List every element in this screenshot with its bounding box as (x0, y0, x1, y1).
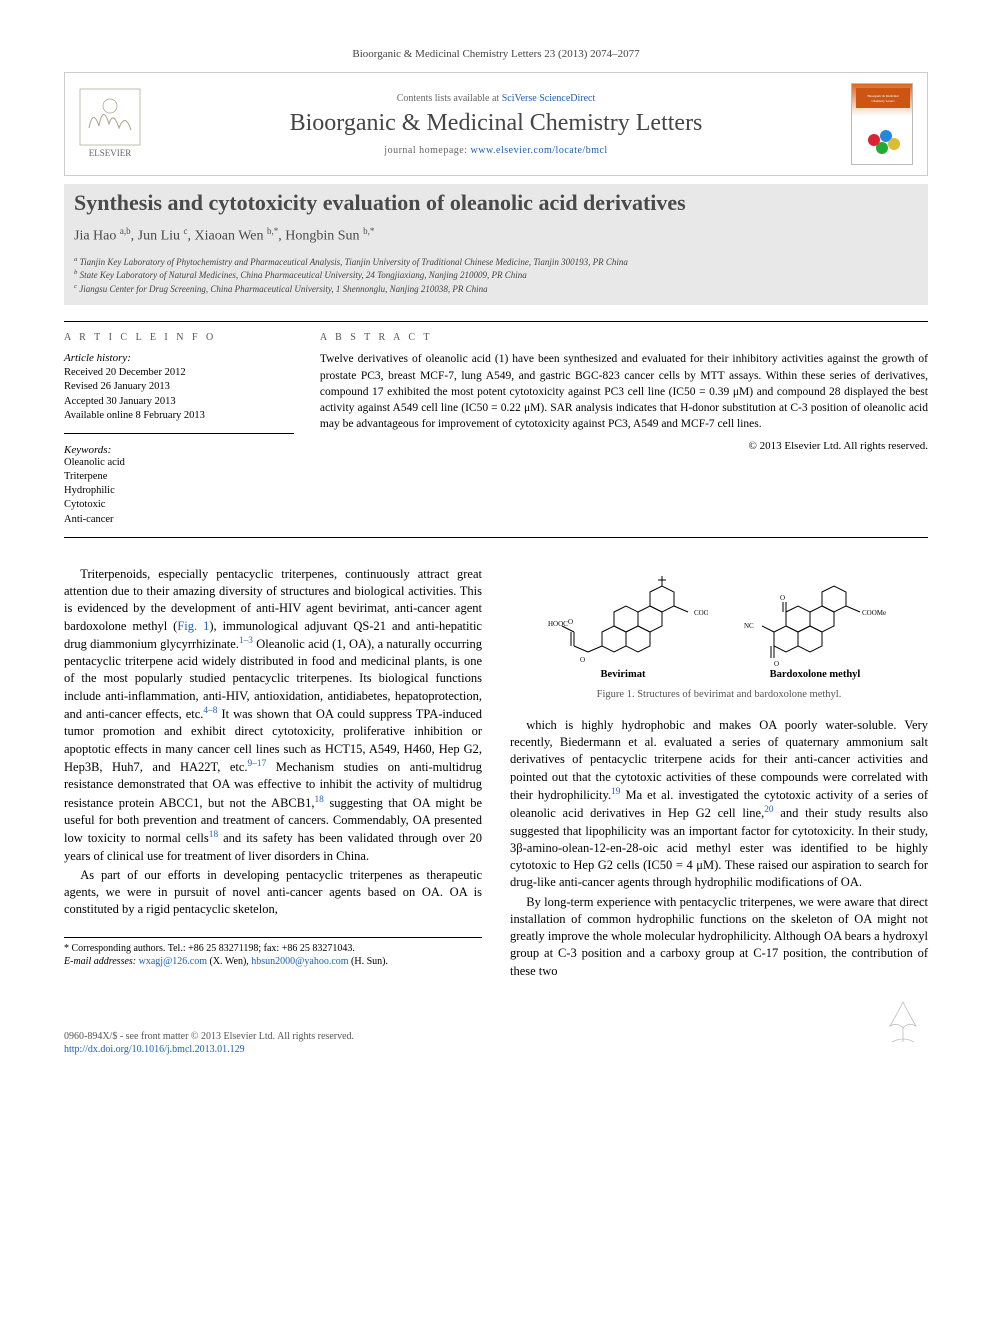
elsevier-tree-icon (878, 996, 928, 1057)
body-column-left: Triterpenoids, especially pentacyclic tr… (64, 566, 482, 982)
journal-homepage-line: journal homepage: www.elsevier.com/locat… (141, 145, 851, 156)
ref-link[interactable]: 4–8 (203, 706, 217, 716)
journal-homepage-link[interactable]: www.elsevier.com/locate/bmcl (471, 145, 608, 156)
chem-label-bevirimat: Bevirimat (538, 668, 708, 682)
email-link[interactable]: hbsun2000@yahoo.com (251, 956, 348, 967)
body-paragraph: Triterpenoids, especially pentacyclic tr… (64, 566, 482, 865)
email-line: E-mail addresses: wxagj@126.com (X. Wen)… (64, 955, 482, 969)
abstract-text: Twelve derivatives of oleanolic acid (1)… (320, 351, 928, 431)
svg-text:COOH: COOH (694, 609, 708, 617)
issn-line: 0960-894X/$ - see front matter © 2013 El… (64, 1030, 354, 1044)
chem-structure-bardoxolone: NC O O COOMe Bardoxolone methyl (730, 566, 900, 682)
contents-available-line: Contents lists available at SciVerse Sci… (141, 93, 851, 104)
chem-label-bardoxolone: Bardoxolone methyl (730, 668, 900, 682)
title-band: Synthesis and cytotoxicity evaluation of… (64, 184, 928, 305)
email-link[interactable]: wxagj@126.com (139, 956, 207, 967)
affiliation-line: c Jiangsu Center for Drug Screening, Chi… (74, 282, 918, 296)
affiliations: a Tianjin Key Laboratory of Phytochemist… (74, 255, 918, 296)
footnotes: * Corresponding authors. Tel.: +86 25 83… (64, 937, 482, 969)
history-line: Received 20 December 2012 (64, 366, 294, 380)
body-columns: Triterpenoids, especially pentacyclic tr… (64, 566, 928, 982)
svg-text:O: O (568, 618, 573, 626)
bottom-block: 0960-894X/$ - see front matter © 2013 El… (64, 996, 928, 1057)
svg-text:O: O (774, 660, 779, 666)
homepage-prefix: journal homepage: (384, 145, 470, 156)
svg-text:Bioorganic & Medicinal: Bioorganic & Medicinal (867, 94, 898, 98)
ref-link[interactable]: 18 (314, 795, 323, 805)
chem-structure-bevirimat: COOH HOOC O O Bevirimat (538, 566, 708, 682)
svg-text:O: O (780, 594, 785, 602)
keyword-item: Anti-cancer (64, 513, 294, 527)
ref-link[interactable]: 20 (764, 805, 773, 815)
svg-text:Chemistry Letters: Chemistry Letters (872, 99, 896, 103)
keyword-item: Cytotoxic (64, 498, 294, 512)
journal-reference: Bioorganic & Medicinal Chemistry Letters… (64, 48, 928, 60)
history-line: Available online 8 February 2013 (64, 409, 294, 423)
svg-text:O: O (580, 656, 585, 664)
keyword-item: Triterpene (64, 470, 294, 484)
abstract-copyright: © 2013 Elsevier Ltd. All rights reserved… (320, 440, 928, 452)
svg-text:COOMe: COOMe (862, 609, 886, 617)
abstract-column: A B S T R A C T Twelve derivatives of ol… (306, 322, 928, 536)
body-paragraph: which is highly hydrophobic and makes OA… (510, 717, 928, 892)
ref-link[interactable]: 1–3 (239, 636, 253, 646)
sciencedirect-link[interactable]: SciVerse ScienceDirect (502, 93, 596, 104)
figure-link[interactable]: Fig. 1 (177, 619, 209, 633)
doi-link[interactable]: http://dx.doi.org/10.1016/j.bmcl.2013.01… (64, 1044, 245, 1055)
svg-text:NC: NC (744, 622, 754, 630)
contents-prefix: Contents lists available at (397, 93, 502, 104)
corresponding-author-note: * Corresponding authors. Tel.: +86 25 83… (64, 942, 482, 956)
doi-line: http://dx.doi.org/10.1016/j.bmcl.2013.01… (64, 1043, 354, 1057)
ref-link[interactable]: 9–17 (248, 759, 267, 769)
elsevier-logo: ELSEVIER (79, 88, 141, 160)
body-paragraph: As part of our efforts in developing pen… (64, 867, 482, 919)
keyword-item: Hydrophilic (64, 484, 294, 498)
body-paragraph: By long-term experience with pentacyclic… (510, 894, 928, 980)
article-info-column: A R T I C L E I N F O Article history: R… (64, 322, 306, 536)
journal-cover-thumbnail: Bioorganic & Medicinal Chemistry Letters (851, 83, 913, 165)
article-title: Synthesis and cytotoxicity evaluation of… (74, 190, 918, 216)
info-abstract-row: A R T I C L E I N F O Article history: R… (64, 321, 928, 537)
history-line: Revised 26 January 2013 (64, 380, 294, 394)
affiliation-line: a Tianjin Key Laboratory of Phytochemist… (74, 255, 918, 269)
journal-header: ELSEVIER Contents lists available at Sci… (64, 72, 928, 176)
history-line: Accepted 30 January 2013 (64, 395, 294, 409)
svg-text:ELSEVIER: ELSEVIER (89, 148, 132, 158)
ref-link[interactable]: 18 (209, 830, 218, 840)
body-column-right: COOH HOOC O O Bevirimat (510, 566, 928, 982)
figure-1: COOH HOOC O O Bevirimat (510, 566, 928, 703)
article-info-heading: A R T I C L E I N F O (64, 332, 294, 343)
figure-1-caption: Figure 1. Structures of bevirimat and ba… (510, 688, 928, 702)
keywords-heading: Keywords: (64, 444, 294, 456)
affiliation-line: b State Key Laboratory of Natural Medici… (74, 268, 918, 282)
svg-text:HOOC: HOOC (548, 620, 568, 628)
article-history-heading: Article history: (64, 351, 294, 366)
abstract-heading: A B S T R A C T (320, 332, 928, 343)
journal-name: Bioorganic & Medicinal Chemistry Letters (141, 110, 851, 137)
keyword-item: Oleanolic acid (64, 456, 294, 470)
authors-list: Jia Hao a,b, Jun Liu c, Xiaoan Wen b,*, … (74, 226, 918, 245)
